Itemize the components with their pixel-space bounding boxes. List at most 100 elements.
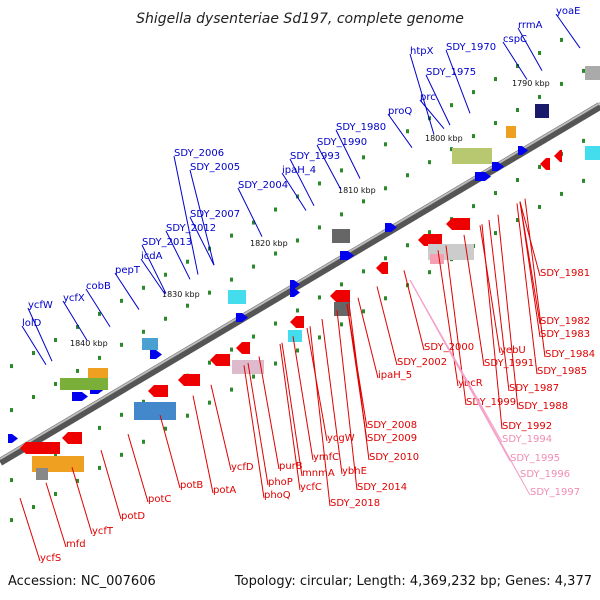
label-leader (189, 169, 215, 266)
track-dot (384, 256, 387, 261)
label-leader (445, 49, 471, 114)
label-leader (502, 41, 528, 80)
track-dot (494, 191, 497, 196)
track-dot (516, 108, 519, 113)
label-leader (62, 300, 88, 341)
tick-label-4: 1830 kbp (162, 290, 200, 299)
feature-block (142, 338, 158, 350)
gene-label: yebU (500, 345, 526, 356)
gene-label: SDY_1991 (484, 358, 534, 369)
label-leader (173, 155, 199, 275)
label-leader (281, 172, 307, 211)
label-leader (210, 384, 232, 471)
label-leader (289, 158, 315, 207)
label-leader (243, 365, 265, 499)
track-dot (538, 94, 541, 99)
gene-label: prc (420, 92, 436, 103)
track-dot (230, 233, 233, 238)
reverse-gene-arrow (290, 316, 304, 328)
tick-label-0: 1790 kbp (512, 79, 550, 88)
label-leader (488, 219, 510, 392)
gene-label: SDY_2012 (166, 223, 216, 234)
forward-gene-arrow (290, 280, 300, 289)
label-leader (335, 129, 361, 179)
feature-block (60, 378, 108, 390)
track-dot (428, 160, 431, 165)
feature-block (535, 104, 549, 118)
track-dot (318, 181, 321, 186)
label-leader (445, 245, 467, 406)
track-dot (142, 285, 145, 290)
gene-label: SDY_2000 (424, 342, 474, 353)
track-dot (274, 321, 277, 326)
track-dot (208, 400, 211, 405)
gene-label: mnmA (302, 468, 335, 479)
track-dot (10, 364, 13, 369)
gene-label: rrmA (518, 20, 543, 31)
label-leader (437, 250, 459, 387)
label-leader (497, 214, 519, 410)
track-dot (186, 259, 189, 264)
label-leader (316, 144, 342, 191)
label-leader (71, 467, 93, 535)
track-dot (406, 129, 409, 134)
forward-gene-arrow (518, 146, 528, 155)
track-dot (76, 324, 79, 329)
track-dot (384, 142, 387, 147)
label-leader (258, 356, 280, 470)
reverse-gene-arrow (330, 290, 350, 302)
track-dot (76, 368, 79, 373)
tick-label-1: 1800 kbp (425, 134, 463, 143)
gene-features (8, 66, 600, 480)
label-leader (85, 288, 111, 328)
track-dot (538, 164, 541, 169)
gene-labels: yoaErrmAcspCSDY_1970htpXSDY_1975prcproQS… (19, 6, 595, 564)
gene-label: ipaH_4 (282, 165, 316, 176)
gene-label: potA (213, 485, 236, 496)
feature-block (506, 126, 516, 138)
track-dot (120, 412, 123, 417)
gene-label: lolD (22, 318, 42, 329)
gene-label: ipaH_5 (378, 370, 412, 381)
gene-label: SDY_2018 (330, 498, 380, 509)
track-dot (32, 395, 35, 400)
gene-label: SDY_1970 (446, 42, 496, 53)
accession-text: Accession: NC_007606 (8, 574, 156, 589)
label-leader (336, 310, 358, 491)
feature-block (430, 254, 444, 264)
track-dot (230, 387, 233, 392)
reverse-gene-arrow (62, 432, 82, 444)
track-dot (538, 204, 541, 209)
track-dot (186, 303, 189, 308)
track-dot (516, 64, 519, 69)
label-leader (279, 343, 301, 491)
track-dot (98, 355, 101, 360)
track-dot (32, 505, 35, 510)
track-dot (274, 207, 277, 212)
gene-label: ybcR (458, 378, 483, 389)
gene-label: cobB (86, 281, 111, 292)
gene-label: ycfX (63, 293, 85, 304)
label-leader (479, 225, 501, 354)
label-leader (127, 433, 149, 503)
track-dot (274, 361, 277, 366)
track-dot (362, 199, 365, 204)
gene-label: mfd (66, 539, 86, 550)
gene-label: ycfW (28, 300, 53, 311)
track-dot (340, 212, 343, 217)
track-dot (516, 178, 519, 183)
track-dot (164, 316, 167, 321)
label-leader (309, 326, 331, 507)
label-leader (192, 395, 214, 494)
track-dot (340, 282, 343, 287)
feature-block (585, 66, 600, 80)
gene-label: SDY_1993 (290, 151, 340, 162)
label-leader (247, 362, 269, 486)
track-dot (406, 173, 409, 178)
forward-gene-arrow (72, 392, 88, 401)
forward-gene-arrow (492, 162, 504, 171)
forward-gene-arrow (236, 313, 248, 322)
track-dot (32, 351, 35, 356)
track-dot (10, 408, 13, 413)
